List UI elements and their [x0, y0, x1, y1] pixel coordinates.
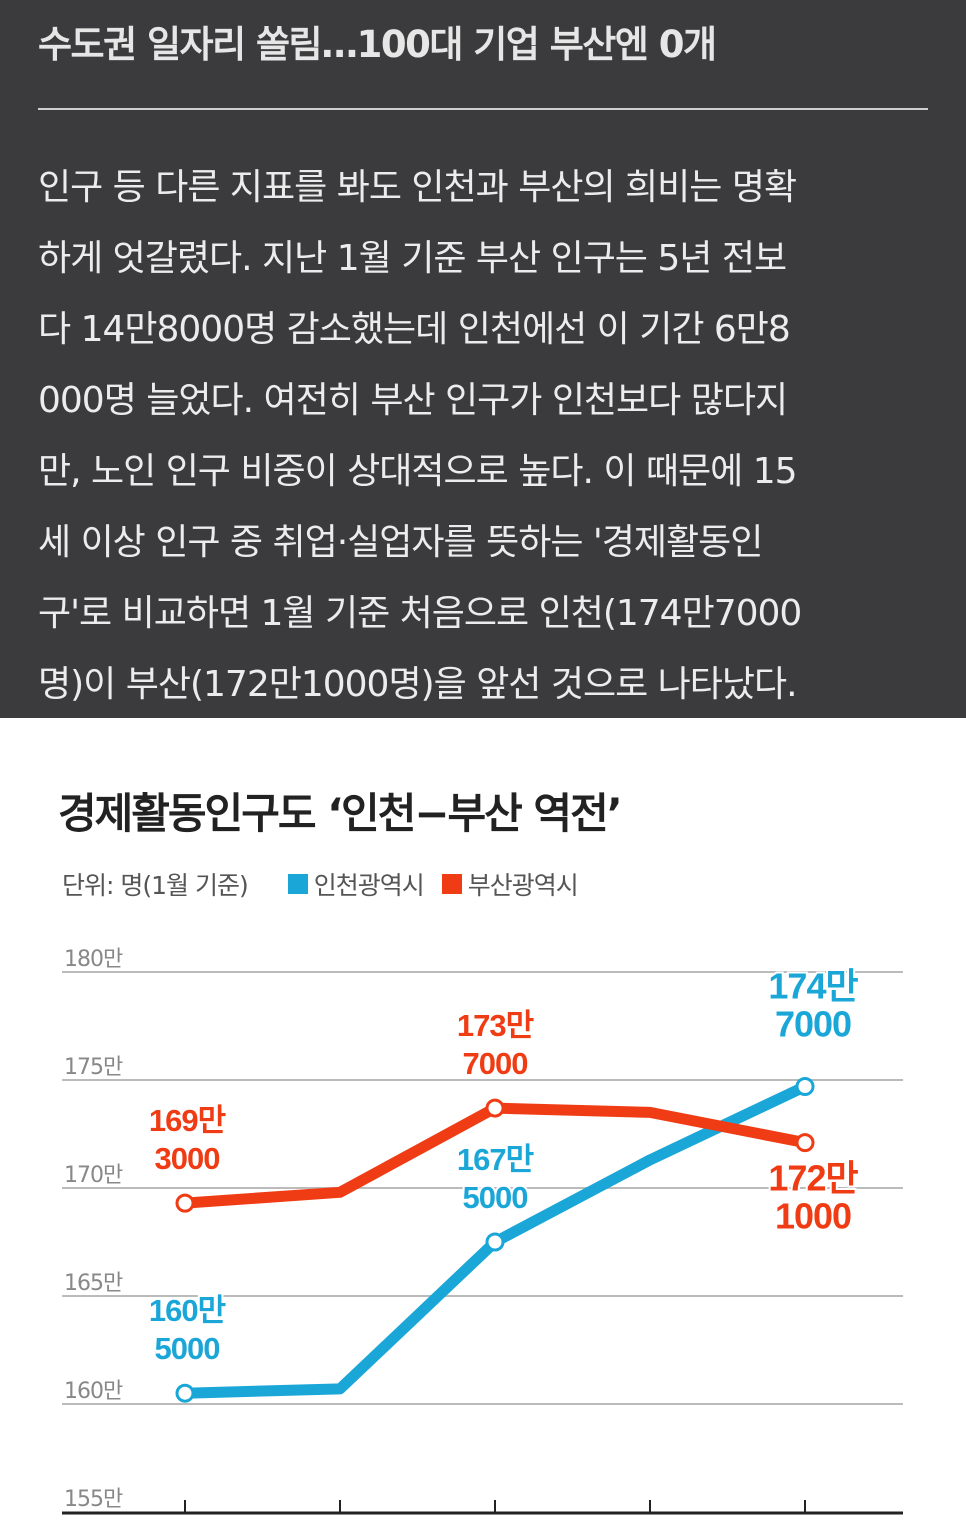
data-point [175, 1383, 195, 1403]
paragraph-line: 만, 노인 인구 비중이 상대적으로 높다. 이 때문에 15 [38, 451, 798, 492]
headline: 수도권 일자리 쏠림…100대 기업 부산엔 0개 [38, 23, 717, 66]
data-label: 169만 [149, 1103, 226, 1138]
paragraph-line: 다 14만8000명 감소했는데 인천에선 이 기간 6만8 [38, 309, 791, 350]
legend-label-incheon: 인천광역시 [313, 871, 425, 900]
data-label: 5000 [463, 1180, 528, 1215]
data-label: 174만 [768, 965, 858, 1006]
data-label: 167만 [457, 1142, 534, 1177]
legend-swatch-busan [441, 874, 462, 894]
data-label: 1000 [775, 1196, 851, 1237]
data-label: 7000 [463, 1046, 528, 1081]
data-label: 5000 [155, 1331, 220, 1366]
data-point [795, 1133, 815, 1153]
data-point [175, 1193, 195, 1213]
paragraph-line: 인구 등 다른 지표를 봐도 인천과 부산의 희비는 명확 [38, 167, 797, 208]
data-label: 3000 [155, 1141, 220, 1176]
legend-swatch-incheon [287, 874, 308, 894]
y-tick-label: 180만 [64, 947, 123, 972]
paragraph-line: 세 이상 인구 중 취업·실업자를 뜻하는 '경제활동인 [38, 522, 763, 563]
data-label: 172만 [768, 1158, 858, 1199]
y-tick-label: 165만 [64, 1271, 123, 1296]
y-tick-label: 175만 [64, 1055, 123, 1080]
y-tick-label: 170만 [64, 1163, 123, 1188]
paragraph-line: 하게 엇갈렸다. 지난 1월 기준 부산 인구는 5년 전보 [38, 238, 787, 279]
data-label: 7000 [775, 1003, 851, 1044]
data-point [485, 1232, 505, 1252]
chart-title: 경제활동인구도 ‘인천−부산 역전’ [58, 789, 623, 838]
article-paragraph: 인구 등 다른 지표를 봐도 인천과 부산의 희비는 명확 하게 엇갈렸다. 지… [38, 152, 938, 720]
chart-legend: 단위: 명(1월 기준) 인천광역시 부산광역시 [62, 866, 579, 902]
y-tick-label: 155만 [64, 1487, 123, 1512]
line-chart: 180만175만170만165만160만155만160만5000167만5000… [62, 947, 903, 1515]
data-point [795, 1076, 815, 1096]
divider [38, 108, 928, 110]
data-point [485, 1098, 505, 1118]
unit-label: 단위: 명(1월 기준) [62, 871, 249, 900]
paragraph-line: 000명 늘었다. 여전히 부산 인구가 인천보다 많다지 [38, 380, 788, 421]
data-label: 173만 [457, 1008, 534, 1043]
paragraph-line: 명)이 부산(172만1000명)을 앞선 것으로 나타났다. [38, 664, 798, 705]
data-label: 160만 [149, 1293, 226, 1328]
y-tick-label: 160만 [64, 1379, 123, 1404]
paragraph-line: 구'로 비교하면 1월 기준 처음으로 인천(174만7000 [38, 593, 802, 634]
article-section: 수도권 일자리 쏠림…100대 기업 부산엔 0개 인구 등 다른 지표를 봐도… [0, 0, 966, 718]
legend-label-busan: 부산광역시 [467, 871, 579, 900]
